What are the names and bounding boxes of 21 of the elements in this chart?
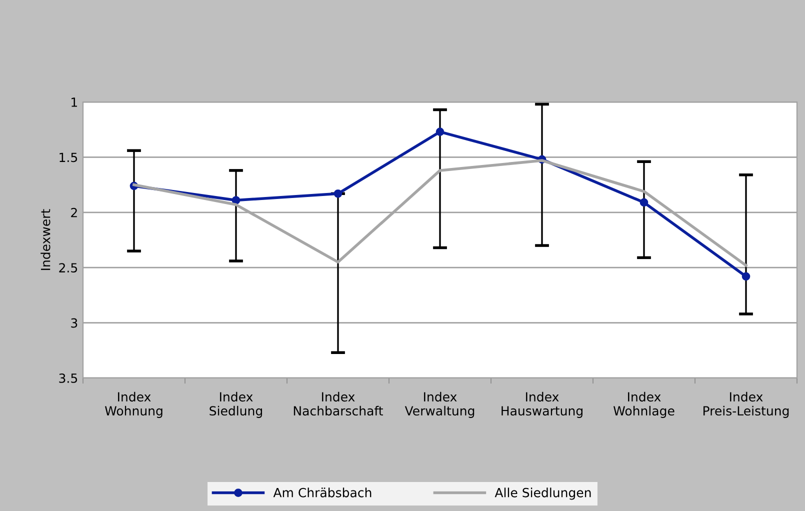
y-tick-label: 1.5 (60, 152, 78, 162)
y-tick-label: 3.5 (59, 373, 78, 383)
legend-label: Alle Siedlungen (494, 488, 591, 500)
y-tick-label: 3 (71, 318, 78, 328)
x-tick-label: Index Verwaltung (404, 392, 474, 418)
x-tick-label: Index Wohnlage (613, 392, 674, 418)
y-tick-label: 2.5 (59, 263, 78, 273)
point (742, 272, 750, 281)
point (640, 198, 648, 207)
x-tick-label: Index Wohnung (104, 392, 162, 418)
y-tick-label: 2 (71, 208, 77, 218)
point (334, 189, 342, 198)
point (436, 128, 444, 136)
x-tick-label: Index Hauswartung (502, 392, 582, 418)
x-tick-label: Index Siedlung (210, 392, 262, 418)
x-tick-label: Index Nachbarschaft (294, 392, 383, 416)
y-tick-label: 1 (72, 98, 77, 107)
y-axis-title: Indexwert (40, 209, 50, 270)
x-tick-label: Index Preis-Leistung (703, 392, 789, 418)
point (232, 196, 240, 204)
legend-label: Am Chräbsbach (273, 488, 372, 498)
